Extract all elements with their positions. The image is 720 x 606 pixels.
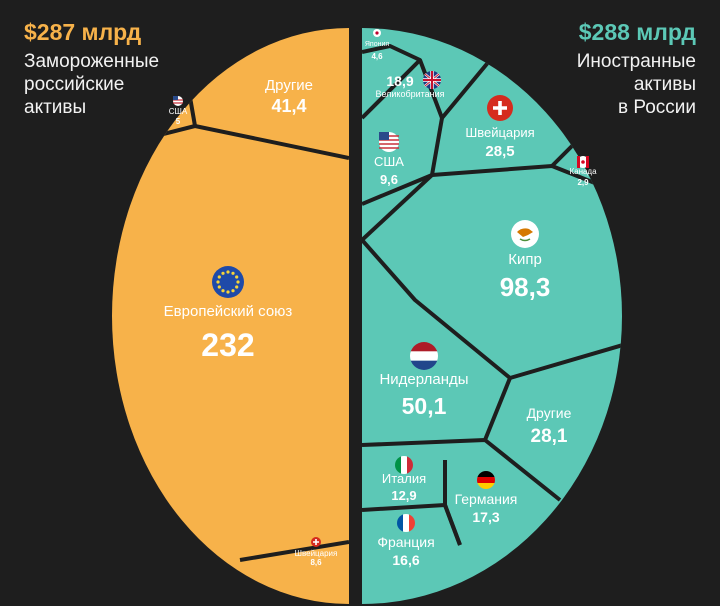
germany-flag-icon — [477, 471, 495, 489]
cell-1-9-name-label: Япония — [365, 41, 390, 48]
cell-1-10-value-label: 2,9 — [577, 178, 589, 187]
cell-1-5-name-label: Германия — [455, 491, 518, 507]
canada-flag-icon — [577, 156, 589, 168]
cell-1-3-value-label: 28,5 — [485, 143, 514, 160]
cell-1-1-name-label: Нидерланды — [379, 371, 468, 388]
cell-1-7-value-label: 12,9 — [391, 488, 416, 503]
cell-1-0-name-label: Кипр — [508, 251, 542, 268]
foreign-cell-borders — [362, 34, 622, 546]
swiss-flag-icon — [487, 95, 513, 121]
cell-1-6-name-label: Франция — [377, 534, 434, 550]
cyprus-flag-icon — [511, 220, 539, 248]
cell-0-2-value-label: 5 — [176, 117, 181, 126]
cell-1-2-name-label: Другие — [527, 405, 572, 421]
cell-0-2-name-label: США — [169, 107, 188, 116]
cell-0-0-name-label: Европейский союз — [164, 303, 293, 320]
cell-1-1-value-label: 50,1 — [402, 393, 447, 419]
cell-1-9-value-label: 4,6 — [371, 52, 383, 61]
cell-1-3-name-label: Швейцария — [465, 125, 534, 140]
us-flag-icon — [379, 132, 399, 152]
cell-1-10-name-label: Канада — [569, 167, 597, 176]
cell-1-5-value-label: 17,3 — [472, 509, 499, 525]
netherlands-flag-icon — [410, 342, 438, 370]
frozen-assets-description: Замороженные российские активы — [24, 51, 160, 118]
foreign-assets-description: Иностранные активы в России — [576, 51, 696, 118]
japan-flag-icon — [373, 29, 381, 37]
cell-1-8-value-label: 9,6 — [380, 172, 398, 187]
cell-1-4-value-label: 18,9 — [386, 73, 413, 89]
cell-1-8-name-label: США — [374, 154, 404, 169]
foreign-assets-header: $288 млрд Иностранные активы в России — [577, 18, 696, 119]
cell-0-1-value-label: 41,4 — [271, 96, 306, 116]
cell-1-2-value-label: 28,1 — [531, 426, 568, 447]
us-flag-icon — [173, 96, 183, 106]
cell-1-4-name-label: Великобритания — [375, 89, 444, 99]
italy-flag-icon — [395, 456, 413, 474]
swiss-flag-icon — [311, 537, 321, 547]
france-flag-icon — [397, 514, 415, 532]
eu-flag-icon — [212, 266, 244, 298]
cell-0-1-name-label: Другие — [265, 77, 313, 94]
cell-0-0-value-label: 232 — [201, 327, 254, 363]
uk-flag-icon — [423, 71, 441, 89]
cell-1-0-value-label: 98,3 — [500, 272, 551, 302]
cell-0-3-value-label: 8,6 — [310, 558, 322, 567]
frozen-assets-total: $287 млрд — [24, 19, 142, 45]
cell-1-6-value-label: 16,6 — [392, 552, 419, 568]
foreign-assets-total: $288 млрд — [578, 19, 696, 45]
cell-1-7-name-label: Италия — [382, 471, 426, 486]
cell-0-3-name-label: Швейцария — [295, 549, 338, 558]
frozen-assets-header: $287 млрд Замороженные российские активы — [24, 18, 159, 119]
